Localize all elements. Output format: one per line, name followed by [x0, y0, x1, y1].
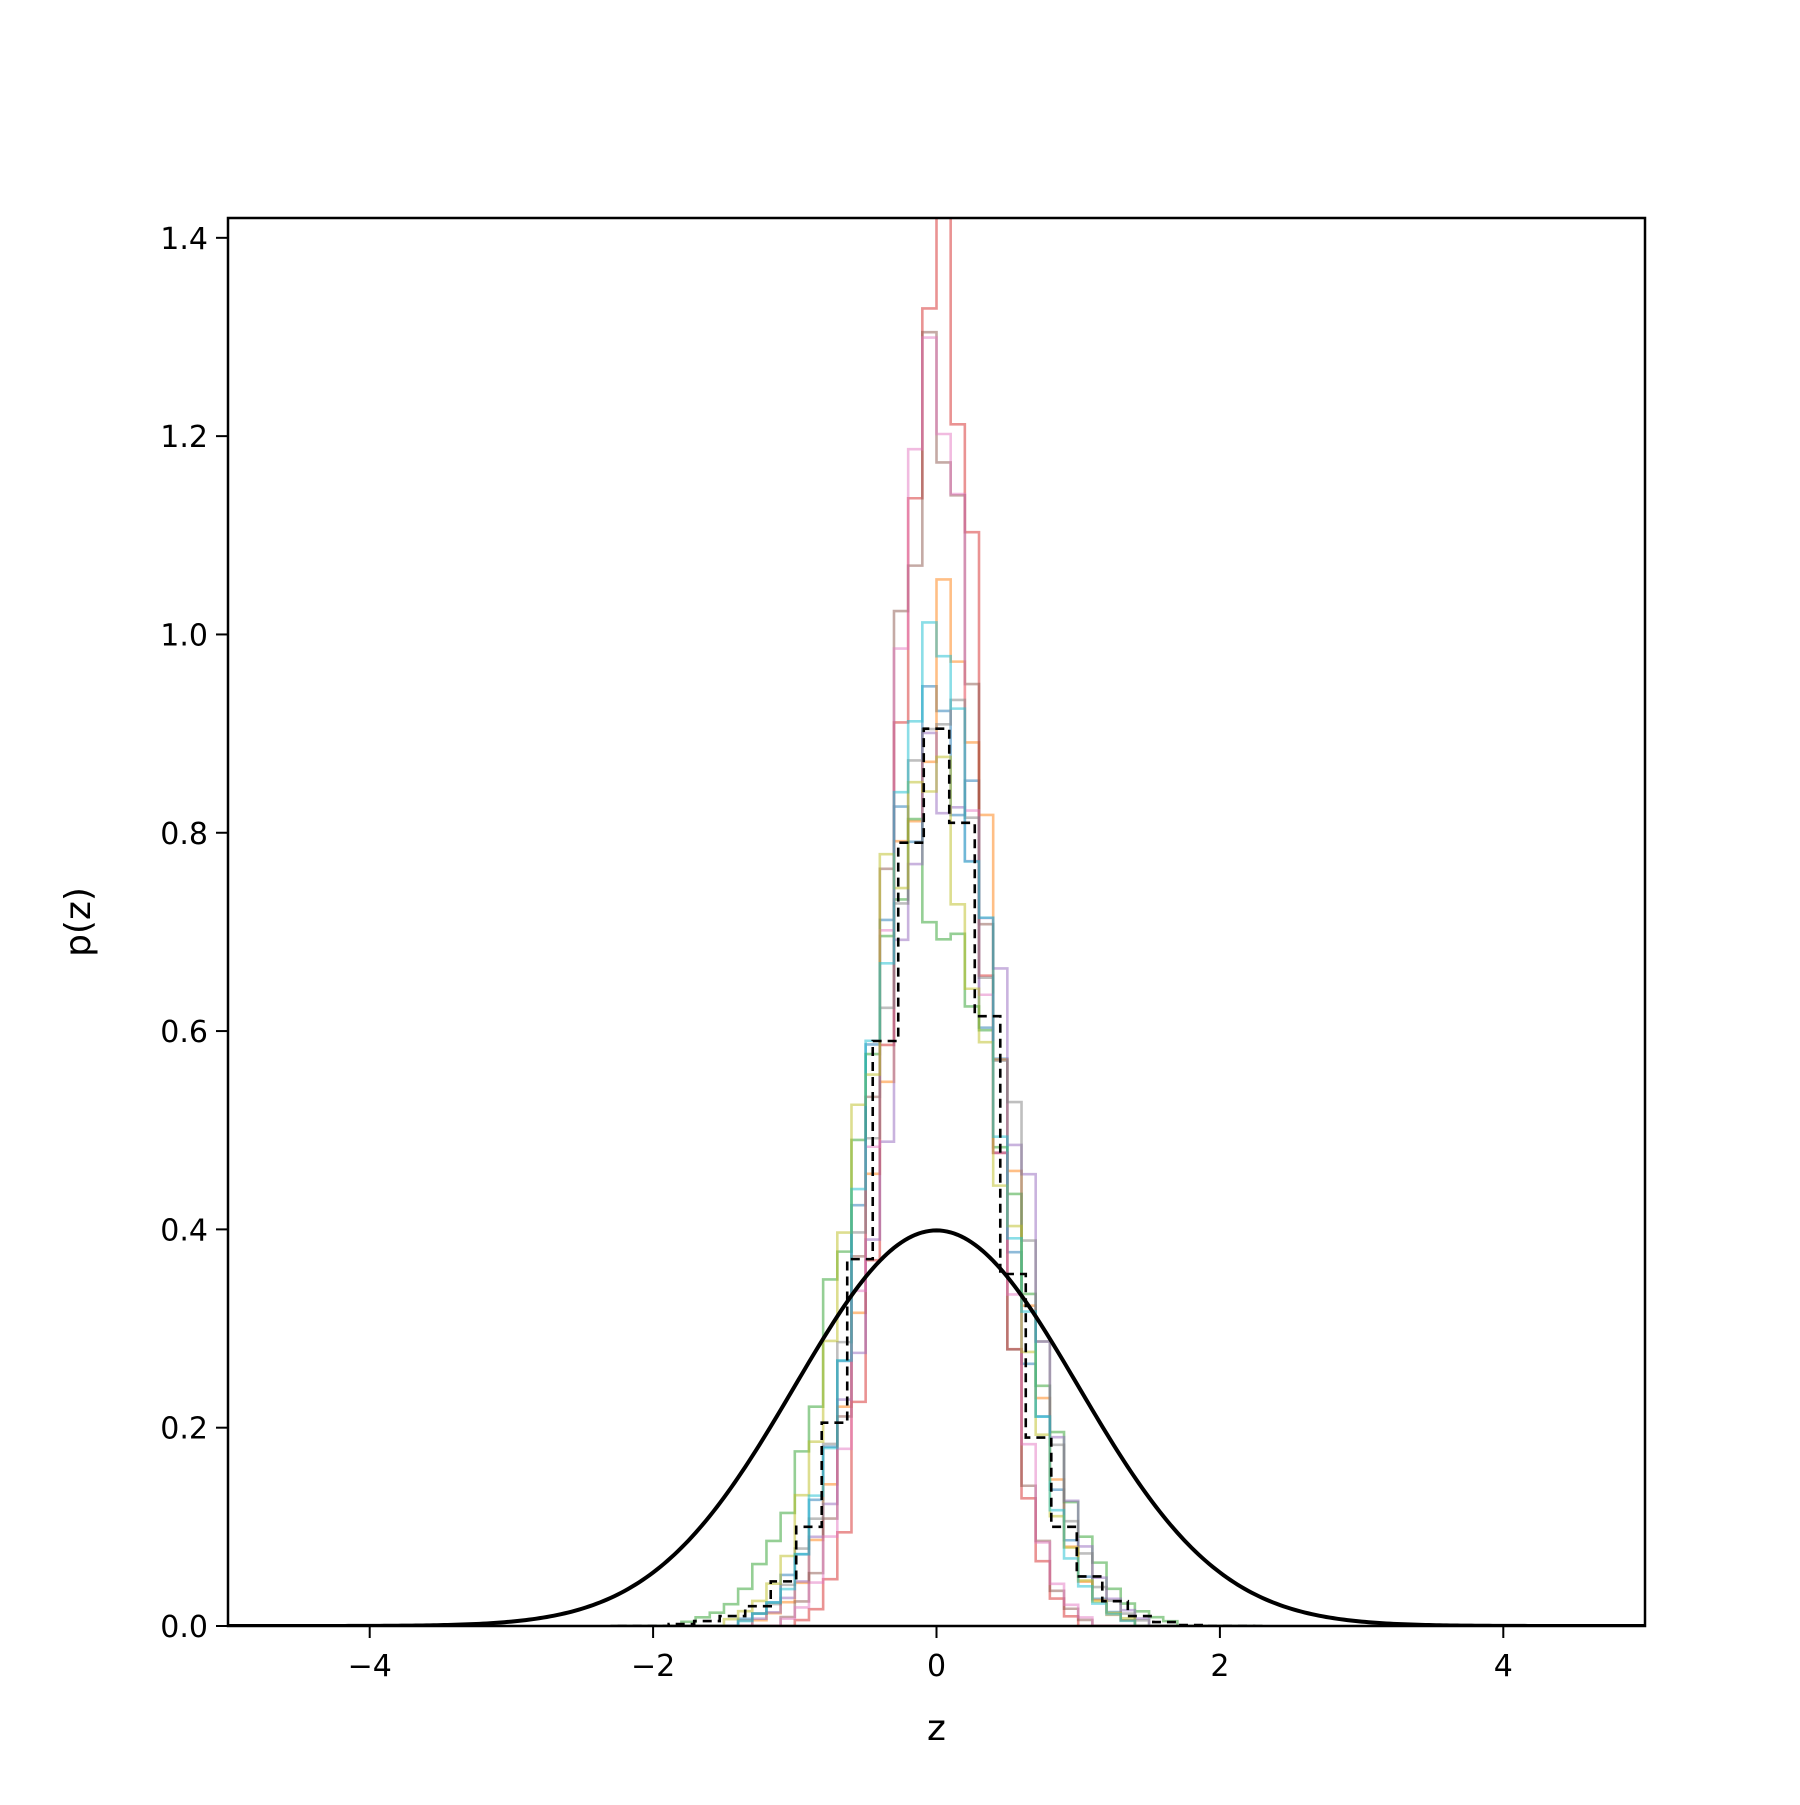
x-tick-label: −2	[631, 1649, 675, 1684]
y-tick-label: 0.2	[160, 1412, 208, 1447]
histogram-series-9	[610, 755, 1263, 1626]
x-tick-label: 0	[927, 1649, 946, 1684]
y-tick-label: 1.2	[160, 420, 208, 455]
histogram-series-10	[610, 621, 1263, 1626]
plot-area	[228, 218, 1645, 1626]
x-tick-label: 4	[1494, 1649, 1513, 1684]
plot-clip-group	[228, 218, 1645, 1626]
mean-histogram-dashed	[617, 727, 1256, 1626]
normal-pdf-curve	[228, 1228, 1645, 1626]
y-axis-label: p(z)	[58, 887, 99, 957]
histogram-series-3	[610, 817, 1263, 1626]
histogram-series-7	[610, 336, 1263, 1626]
histogram-series-4	[610, 218, 1263, 1626]
y-tick-label: 0.4	[160, 1213, 208, 1248]
y-tick-label: 1.0	[160, 618, 208, 653]
x-tick-label: 2	[1210, 1649, 1229, 1684]
y-tick-label: 1.4	[160, 222, 208, 257]
y-tick-label: 0.6	[160, 1015, 208, 1050]
axis-ticks: −4 −2 0 2 4 0.0 0.2 0.4 0.6 0.8 1.0 1.2 1.4	[160, 222, 1513, 1684]
x-axis-label: z	[927, 1708, 946, 1749]
x-tick-label: −4	[348, 1649, 392, 1684]
y-tick-label: 0.8	[160, 817, 208, 852]
y-tick-label: 0.0	[160, 1610, 208, 1645]
